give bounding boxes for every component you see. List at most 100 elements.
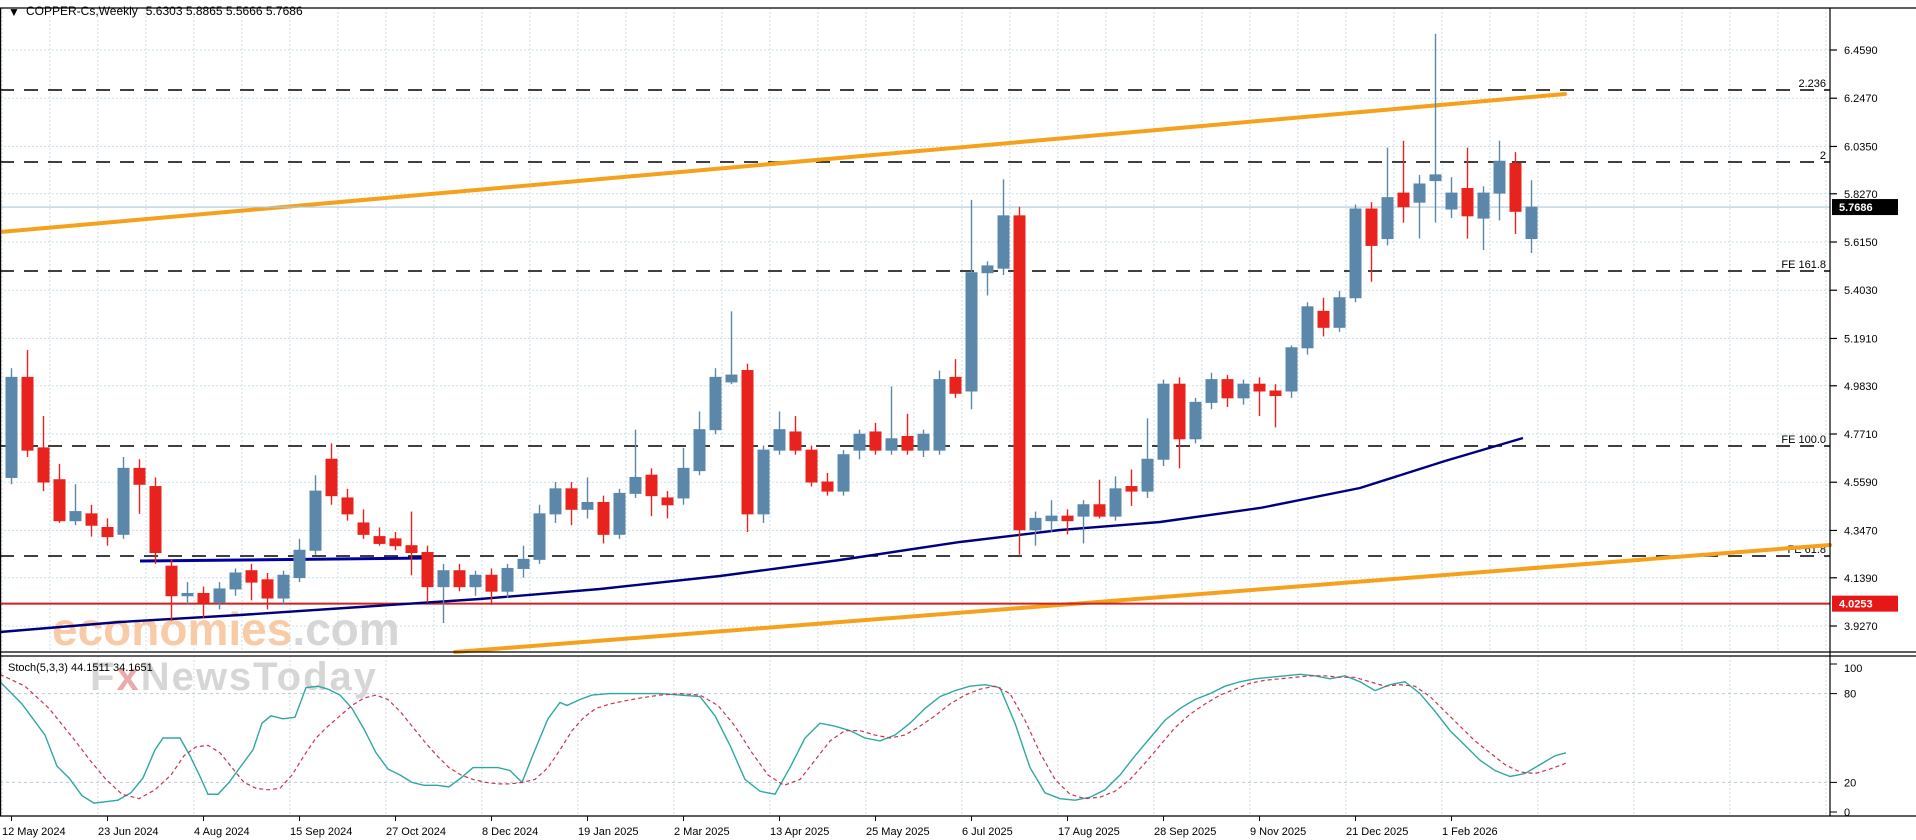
candle[interactable] <box>117 456 130 539</box>
candle[interactable] <box>133 459 146 514</box>
candle[interactable] <box>1429 33 1442 223</box>
candle[interactable] <box>949 359 962 398</box>
candle[interactable] <box>421 545 434 603</box>
candle[interactable] <box>725 311 738 385</box>
candle[interactable] <box>997 179 1010 275</box>
candle[interactable] <box>917 429 930 457</box>
candle[interactable] <box>981 261 994 296</box>
candle[interactable] <box>1013 206 1026 555</box>
candle[interactable] <box>261 572 274 610</box>
candle[interactable] <box>837 450 850 496</box>
candle[interactable] <box>85 504 98 537</box>
candle[interactable] <box>549 482 562 523</box>
candle[interactable] <box>213 582 226 610</box>
navy-support-segment[interactable] <box>139 556 433 563</box>
candle[interactable] <box>1493 140 1506 221</box>
orange-trendline[interactable] <box>0 92 1567 234</box>
candle[interactable] <box>1205 372 1218 410</box>
candle[interactable] <box>373 527 386 546</box>
candle[interactable] <box>1461 147 1474 239</box>
candle[interactable] <box>501 563 514 599</box>
candle[interactable] <box>613 488 626 539</box>
date-axis[interactable]: 12 May 2024 23 Jun 2024 4 Aug 2024 15 Sep 2… <box>2 816 1498 838</box>
candle[interactable] <box>565 482 578 526</box>
candle[interactable] <box>1269 384 1282 428</box>
candle[interactable] <box>437 563 450 624</box>
candle[interactable] <box>693 411 706 476</box>
candle[interactable] <box>629 429 642 498</box>
candle[interactable] <box>1109 476 1122 521</box>
candle[interactable] <box>37 416 50 492</box>
candle[interactable] <box>1413 174 1426 239</box>
candle[interactable] <box>101 518 114 546</box>
candle[interactable] <box>405 511 418 576</box>
candle[interactable] <box>821 472 834 496</box>
candle[interactable] <box>1029 511 1042 546</box>
candle[interactable] <box>197 586 210 619</box>
candle[interactable] <box>517 545 530 578</box>
candle[interactable] <box>597 495 610 544</box>
candle[interactable] <box>1093 479 1106 519</box>
candle[interactable] <box>1445 177 1458 219</box>
candle[interactable] <box>53 463 66 523</box>
candle[interactable] <box>1061 509 1074 535</box>
candle[interactable] <box>1509 152 1522 235</box>
candle[interactable] <box>341 488 354 521</box>
candle[interactable] <box>1477 186 1490 250</box>
candle[interactable] <box>453 563 466 592</box>
candle[interactable] <box>1525 180 1538 254</box>
candle[interactable] <box>389 532 402 551</box>
candle[interactable] <box>1077 500 1090 544</box>
candle[interactable] <box>21 350 34 457</box>
candle[interactable] <box>229 568 242 596</box>
candle[interactable] <box>1189 397 1202 444</box>
candle[interactable] <box>1365 202 1378 282</box>
candle[interactable] <box>869 422 882 455</box>
candle[interactable] <box>1125 469 1138 506</box>
candle[interactable] <box>485 568 498 605</box>
candle[interactable] <box>1045 500 1058 533</box>
candle[interactable] <box>277 570 290 605</box>
candle[interactable] <box>1397 140 1410 223</box>
candle[interactable] <box>325 443 338 505</box>
candle[interactable] <box>5 368 18 485</box>
candle[interactable] <box>773 411 786 455</box>
candle[interactable] <box>69 484 82 526</box>
candle[interactable] <box>1333 290 1346 332</box>
candle[interactable] <box>645 468 658 517</box>
candle[interactable] <box>1141 418 1154 498</box>
candle[interactable] <box>581 477 594 519</box>
orange-trendlines[interactable] <box>0 92 1832 654</box>
candle[interactable] <box>181 582 194 605</box>
candle[interactable] <box>1381 147 1394 246</box>
candle[interactable] <box>901 413 914 455</box>
candle[interactable] <box>1237 379 1250 405</box>
candle[interactable] <box>1285 345 1298 398</box>
price-axis[interactable]: 6.4590 6.2470 6.0350 5.8270 5.6150 5.4030 5.19… <box>1830 45 1898 819</box>
horizontal-price-lines[interactable] <box>0 206 1830 605</box>
candle[interactable] <box>165 559 178 621</box>
candle[interactable] <box>1301 302 1314 355</box>
candle[interactable] <box>709 368 722 435</box>
candle[interactable] <box>149 477 162 564</box>
candle[interactable] <box>1253 377 1266 417</box>
candle[interactable] <box>789 416 802 455</box>
candle[interactable] <box>677 447 690 505</box>
candle[interactable] <box>933 370 946 455</box>
candle[interactable] <box>245 563 258 601</box>
candle[interactable] <box>1221 375 1234 407</box>
candle[interactable] <box>1173 377 1186 469</box>
candle[interactable] <box>853 429 866 460</box>
symbol-dropdown-icon[interactable]: ▼ <box>8 5 20 19</box>
candle[interactable] <box>965 199 978 410</box>
candle[interactable] <box>805 445 818 487</box>
candle[interactable] <box>885 386 898 455</box>
orange-trendline[interactable] <box>453 543 1832 654</box>
candle[interactable] <box>757 445 770 523</box>
candle[interactable] <box>357 509 370 539</box>
candle[interactable] <box>469 570 482 596</box>
candle[interactable] <box>1317 297 1330 337</box>
candle[interactable] <box>741 363 754 533</box>
